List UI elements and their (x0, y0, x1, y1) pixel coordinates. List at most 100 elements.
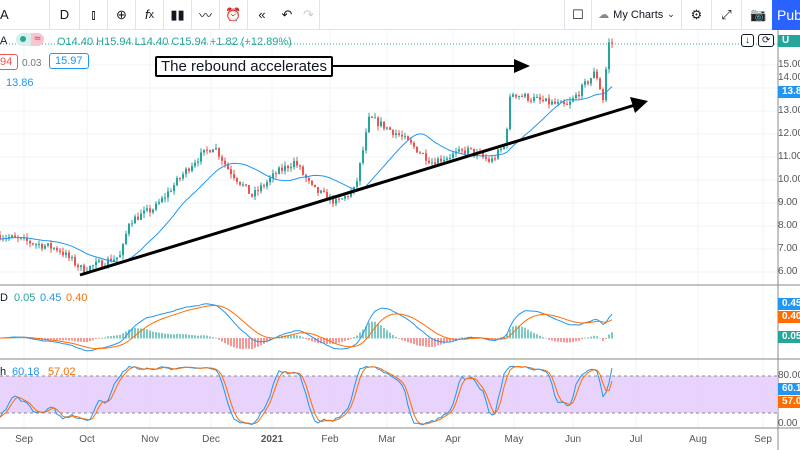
macd-histogram-bar (323, 338, 325, 344)
macd-histogram-bar (173, 334, 175, 339)
candle-body (380, 121, 382, 127)
candle-body (506, 129, 508, 146)
gear-icon[interactable]: ⚙ (682, 0, 712, 30)
macd-histogram-bar (374, 321, 376, 339)
candle-body (470, 147, 472, 149)
candles-icon[interactable]: ⫾ (80, 0, 108, 30)
redo-icon[interactable]: ↷ (298, 0, 320, 30)
candle-body (590, 78, 592, 84)
macd-histogram-bar (407, 338, 409, 343)
macd-histogram-bar (62, 338, 64, 341)
macd-histogram-bar (116, 335, 118, 339)
macd-histogram-bar (521, 326, 523, 339)
undo-icon[interactable]: ↶ (281, 6, 293, 22)
financials-icon[interactable]: 〰 (192, 0, 220, 30)
candle-body (62, 251, 64, 256)
candle-body (218, 148, 220, 157)
camera-icon[interactable]: 📷 (750, 6, 767, 22)
macd-histogram-bar (410, 338, 412, 344)
candle-body (56, 247, 58, 251)
macd-histogram-bar (560, 338, 562, 342)
macd-histogram-bar (179, 334, 181, 339)
macd-histogram-bar (89, 338, 91, 342)
annotation-callout[interactable]: The rebound accelerates (155, 56, 333, 77)
auto-scale-button[interactable]: ⟳ (758, 34, 775, 47)
price-tick: 11.00 (778, 151, 800, 162)
macd-histogram-bar (566, 338, 568, 343)
candle-body (149, 208, 151, 213)
macd-histogram-bar (185, 334, 187, 339)
candle-body (569, 101, 571, 105)
candle-body (191, 166, 193, 172)
candle-body (164, 197, 166, 199)
candle-body (74, 257, 76, 266)
candle-body (203, 149, 205, 153)
macd-histogram-bar (254, 338, 256, 348)
candle-body (167, 191, 169, 198)
my-charts-button[interactable]: ☁ My Charts ⌄ (592, 0, 682, 30)
spread-value: 0.03 (22, 58, 42, 69)
fullscreen-icon[interactable]: ⤢ (712, 0, 742, 30)
macd-histogram-bar (149, 330, 151, 339)
time-tick: Sep (754, 434, 772, 445)
macd-histogram-bar (83, 338, 85, 343)
candle-body (557, 102, 559, 104)
candle-body (14, 235, 16, 238)
ma-value: 13.86 (6, 77, 34, 89)
arrow-head-icon (514, 59, 530, 73)
candle-body (440, 158, 442, 162)
rectangle-icon[interactable]: ☐ (564, 0, 592, 30)
templates-icon[interactable]: ▮▮ (164, 0, 192, 30)
candle-body (212, 149, 214, 153)
macd-histogram-bar (551, 338, 553, 341)
candle-body (365, 132, 367, 151)
candle-body (320, 190, 322, 193)
buy-button[interactable]: 15.97 (49, 53, 89, 69)
macd-histogram-bar (68, 338, 70, 341)
arrow-head-icon (630, 97, 648, 113)
candle-body (341, 198, 343, 200)
candle-body (152, 209, 154, 213)
candle-body (92, 265, 94, 267)
stoch-band (0, 376, 778, 413)
scroll-down-button[interactable]: ↓ (741, 34, 754, 47)
macd-histogram-bar (119, 334, 121, 339)
macd-histogram-bar (557, 338, 559, 342)
stoch-k-tag: 60.18 (778, 383, 800, 395)
interval-button[interactable]: D (50, 0, 80, 30)
visibility-toggle[interactable]: ≃ (16, 33, 44, 46)
alert-icon[interactable]: ⏰ (220, 0, 248, 30)
replay-icon[interactable]: « (258, 7, 266, 22)
candle-body (125, 233, 127, 244)
candle-body (158, 202, 160, 204)
macd-histogram-bar (548, 338, 550, 340)
candle-body (464, 150, 466, 154)
time-tick: Sep (15, 434, 33, 445)
add-compare-icon[interactable]: ⊕ (108, 0, 136, 30)
candle-body (446, 158, 448, 160)
candle-body (473, 148, 475, 156)
candle-body (236, 178, 238, 182)
stoch-tick-80: 80.00 (778, 370, 800, 381)
candle-body (119, 255, 121, 258)
macd-histogram-bar (77, 338, 79, 342)
candle-body (422, 153, 424, 155)
candle-body (296, 160, 298, 166)
time-tick: Dec (202, 434, 220, 445)
candle-body (548, 98, 550, 105)
candle-body (563, 101, 565, 104)
macd-histogram-bar (599, 337, 601, 339)
symbol-search[interactable]: A (0, 0, 50, 30)
signal-tag: 0.40 (778, 311, 800, 323)
macd-histogram-bar (371, 321, 373, 339)
publish-button[interactable]: Publish (772, 0, 800, 30)
candle-body (407, 136, 409, 140)
candle-body (299, 165, 301, 167)
candle-body (377, 117, 379, 127)
macd-histogram-bar (188, 334, 190, 339)
macd-histogram-bar (416, 338, 418, 346)
macd-histogram-bar (497, 338, 499, 339)
sell-button[interactable]: 94 (0, 54, 19, 70)
